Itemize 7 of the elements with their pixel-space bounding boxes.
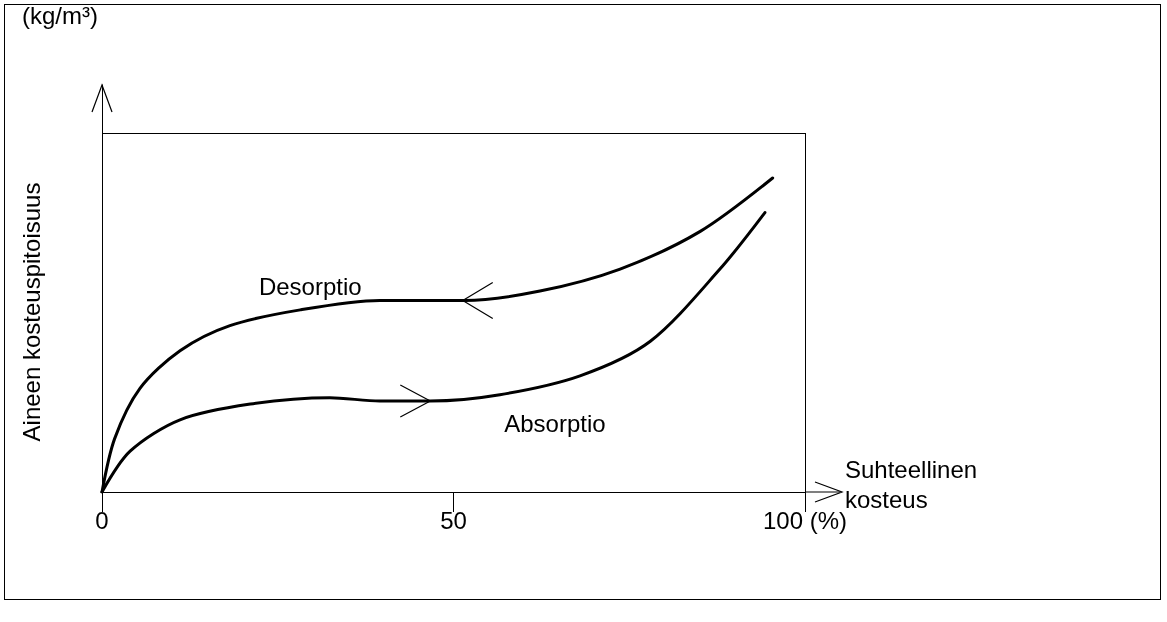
- x-tick-label: 0: [95, 506, 109, 534]
- y-axis-title: Aineen kosteuspitoisuus: [18, 181, 45, 444]
- series-label: Desorptio: [258, 273, 362, 301]
- x-tick-label: 50: [440, 506, 467, 534]
- x-axis-title: Suhteellinen kosteus: [845, 455, 979, 513]
- series-label: Absorptio: [504, 410, 606, 438]
- text: (kg/m³): [22, 2, 98, 30]
